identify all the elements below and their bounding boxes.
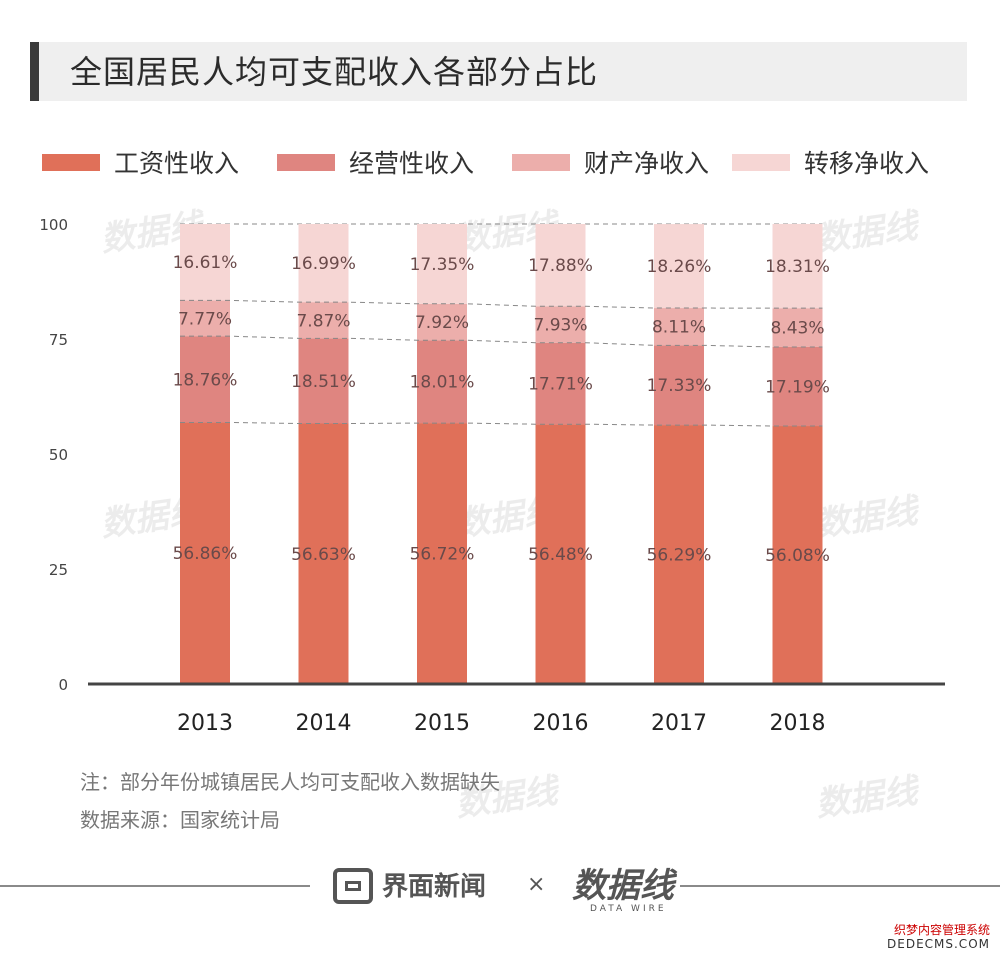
data-label: 7.87% bbox=[296, 311, 350, 331]
bar-2013-series-2 bbox=[180, 300, 230, 337]
data-label: 17.19% bbox=[765, 377, 830, 397]
bar-2013-series-0 bbox=[180, 422, 230, 684]
footer-divider-right bbox=[680, 885, 1000, 887]
bar-2018-series-2 bbox=[772, 308, 823, 347]
bar-2016-series-2 bbox=[535, 306, 586, 343]
corner-watermark: 织梦内容管理系统 DEDECMS.COM bbox=[887, 923, 990, 951]
x-tick-label: 2015 bbox=[414, 711, 470, 736]
legend-swatch-property bbox=[512, 153, 570, 171]
legend-label-business: 经营性收入 bbox=[349, 149, 475, 178]
watermark: 数据线 bbox=[813, 771, 920, 825]
x-tick-label: 2013 bbox=[177, 711, 233, 736]
bar-2014-series-3 bbox=[298, 224, 349, 303]
legend-label-transfer: 转移净收入 bbox=[804, 149, 930, 178]
boundary-connector-2 bbox=[180, 335, 823, 348]
legend-item-property: 财产净收入 bbox=[512, 142, 709, 182]
data-label: 7.77% bbox=[178, 309, 232, 329]
bar-2014-series-0 bbox=[298, 423, 349, 684]
x-tick-label: 2017 bbox=[651, 711, 707, 736]
data-label: 17.35% bbox=[410, 255, 475, 275]
x-tick-label: 2016 bbox=[533, 711, 589, 736]
footer-separator: × bbox=[527, 872, 546, 897]
bar-2017-series-2 bbox=[654, 308, 704, 346]
data-label: 56.08% bbox=[765, 546, 830, 566]
data-label: 18.01% bbox=[410, 373, 475, 393]
legend-swatch-business bbox=[277, 153, 335, 171]
bar-2015-series-3 bbox=[417, 224, 467, 304]
bar-2018-series-0 bbox=[772, 426, 823, 684]
y-tick-label: 50 bbox=[49, 446, 68, 464]
bar-2016-series-1 bbox=[535, 342, 586, 425]
boundary-connector-1 bbox=[180, 421, 823, 427]
bar-2017-series-3 bbox=[654, 224, 704, 309]
data-source: 数据来源：国家统计局 bbox=[80, 808, 280, 832]
bar-2018-series-3 bbox=[772, 223, 823, 309]
data-label: 18.51% bbox=[291, 372, 356, 392]
legend-swatch-wage bbox=[42, 153, 100, 171]
data-label: 56.63% bbox=[291, 545, 356, 565]
legend-label-wage: 工资性收入 bbox=[114, 149, 240, 178]
legend-label-property: 财产净收入 bbox=[584, 149, 710, 178]
bar-2013-series-1 bbox=[180, 336, 230, 423]
data-label: 16.99% bbox=[291, 254, 356, 274]
bar-2017-series-1 bbox=[654, 345, 704, 426]
data-label: 18.26% bbox=[647, 257, 712, 277]
bar-2015-series-2 bbox=[417, 303, 467, 341]
bar-2015-series-0 bbox=[417, 423, 467, 684]
title-bar bbox=[30, 42, 967, 101]
y-tick-label: 25 bbox=[49, 561, 68, 579]
data-label: 8.43% bbox=[770, 319, 824, 339]
title-accent-bar bbox=[30, 42, 39, 101]
data-label: 18.76% bbox=[173, 370, 238, 390]
data-label: 18.31% bbox=[765, 257, 830, 277]
data-label: 8.11% bbox=[652, 318, 706, 338]
chart-note: 注：部分年份城镇居民人均可支配收入数据缺失 bbox=[80, 770, 500, 794]
bar-2014-series-2 bbox=[298, 302, 349, 339]
y-tick-label: 100 bbox=[39, 216, 68, 234]
x-tick-label: 2018 bbox=[770, 711, 826, 736]
footer-brand: 界面新闻 bbox=[382, 872, 487, 902]
data-label: 7.93% bbox=[533, 315, 587, 335]
legend-item-wage: 工资性收入 bbox=[42, 142, 239, 182]
chart-title: 全国居民人均可支配收入各部分占比 bbox=[70, 53, 599, 91]
data-label: 56.72% bbox=[410, 545, 475, 565]
x-tick-label: 2014 bbox=[296, 711, 352, 736]
footer-divider-left bbox=[0, 885, 310, 887]
data-label: 17.71% bbox=[528, 374, 593, 394]
y-tick-label: 75 bbox=[49, 331, 68, 349]
data-label: 56.29% bbox=[647, 546, 712, 566]
corner-watermark-line1: 织梦内容管理系统 bbox=[893, 923, 990, 937]
bar-2017-series-0 bbox=[654, 425, 704, 684]
jiemian-logo-icon bbox=[333, 868, 373, 904]
data-label: 17.88% bbox=[528, 256, 593, 276]
data-label: 56.86% bbox=[173, 544, 238, 564]
legend-item-transfer: 转移净收入 bbox=[732, 142, 929, 182]
data-label: 56.48% bbox=[528, 545, 593, 565]
data-label: 7.92% bbox=[415, 313, 469, 333]
footer-partner-logo: 数据线 bbox=[572, 866, 674, 906]
data-label: 16.61% bbox=[173, 253, 238, 273]
bar-2015-series-1 bbox=[417, 340, 467, 424]
bar-2016-series-0 bbox=[535, 424, 586, 684]
legend-swatch-transfer bbox=[732, 153, 790, 171]
bar-2016-series-3 bbox=[535, 224, 586, 307]
bar-2018-series-1 bbox=[772, 346, 823, 427]
corner-watermark-line2: DEDECMS.COM bbox=[887, 937, 990, 951]
stacked-bar-chart: 0 25 50 75 100 56.86% 18.76% 7.77% 16.61% 56.63% 1… bbox=[39, 216, 945, 736]
bar-2013-series-3 bbox=[180, 224, 230, 301]
data-label: 17.33% bbox=[647, 376, 712, 396]
legend-item-business: 经营性收入 bbox=[277, 142, 474, 182]
boundary-connector-3 bbox=[180, 299, 823, 309]
legend: 工资性收入 经营性收入 财产净收入 转移净收入 bbox=[42, 142, 962, 182]
footer-partner-sub: DATA WIRE bbox=[590, 904, 667, 914]
y-tick-label: 0 bbox=[58, 676, 68, 694]
bar-2014-series-1 bbox=[298, 338, 349, 424]
